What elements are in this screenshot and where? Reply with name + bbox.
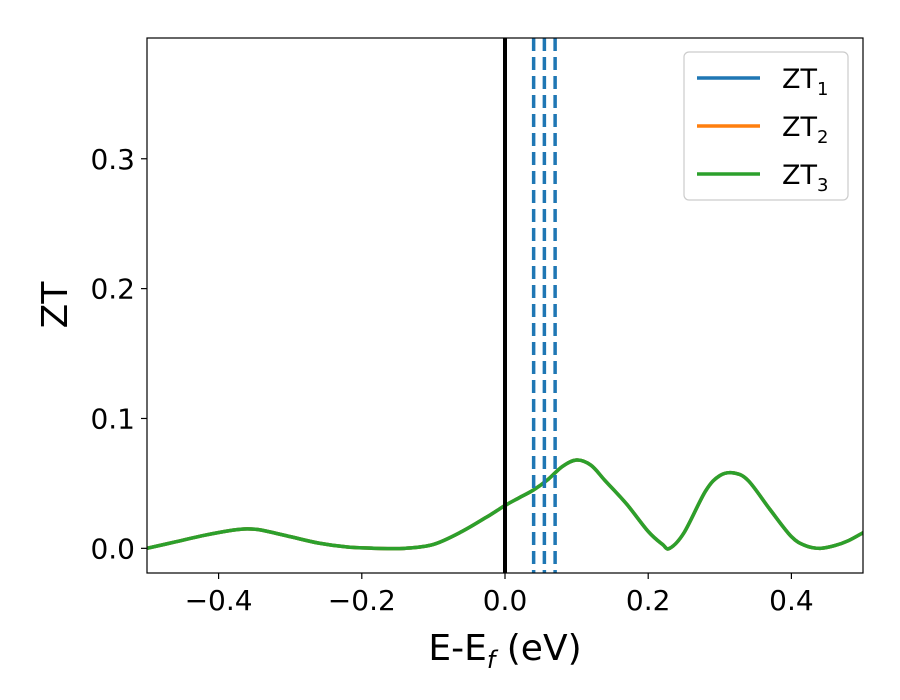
legend: ZT1 ZT2 ZT3	[683, 51, 849, 201]
y-tick-label: 0.0	[90, 532, 135, 565]
vline-layer	[503, 38, 557, 573]
x-tick-label: −0.2	[328, 584, 396, 617]
series-line-zt3	[147, 458, 863, 551]
y-tick-label: 0.3	[90, 143, 135, 176]
y-tick-label: 0.1	[90, 402, 135, 435]
x-tick-label: 0.4	[769, 584, 814, 617]
y-tick-label: 0.2	[90, 273, 135, 306]
x-axis-label-unit: (eV)	[495, 628, 581, 669]
legend-label-zt1: ZT1	[782, 64, 828, 100]
legend-label-zt3: ZT3	[782, 160, 828, 196]
x-tick-label: −0.4	[185, 584, 253, 617]
x-tick-label: 0.0	[483, 584, 528, 617]
x-axis-label-main: E-E	[428, 628, 486, 669]
x-tick-label: 0.2	[626, 584, 671, 617]
legend-label-zt2: ZT2	[782, 112, 828, 148]
legend-box	[683, 51, 849, 201]
y-axis-ticks: 0.0 0.1 0.2 0.3	[90, 143, 147, 565]
x-axis-label: E-Ef (eV)	[428, 628, 581, 674]
series-layer	[147, 458, 863, 551]
y-axis-label: ZT	[35, 281, 76, 329]
x-axis-ticks: −0.4 −0.2 0.0 0.2 0.4	[185, 573, 814, 617]
